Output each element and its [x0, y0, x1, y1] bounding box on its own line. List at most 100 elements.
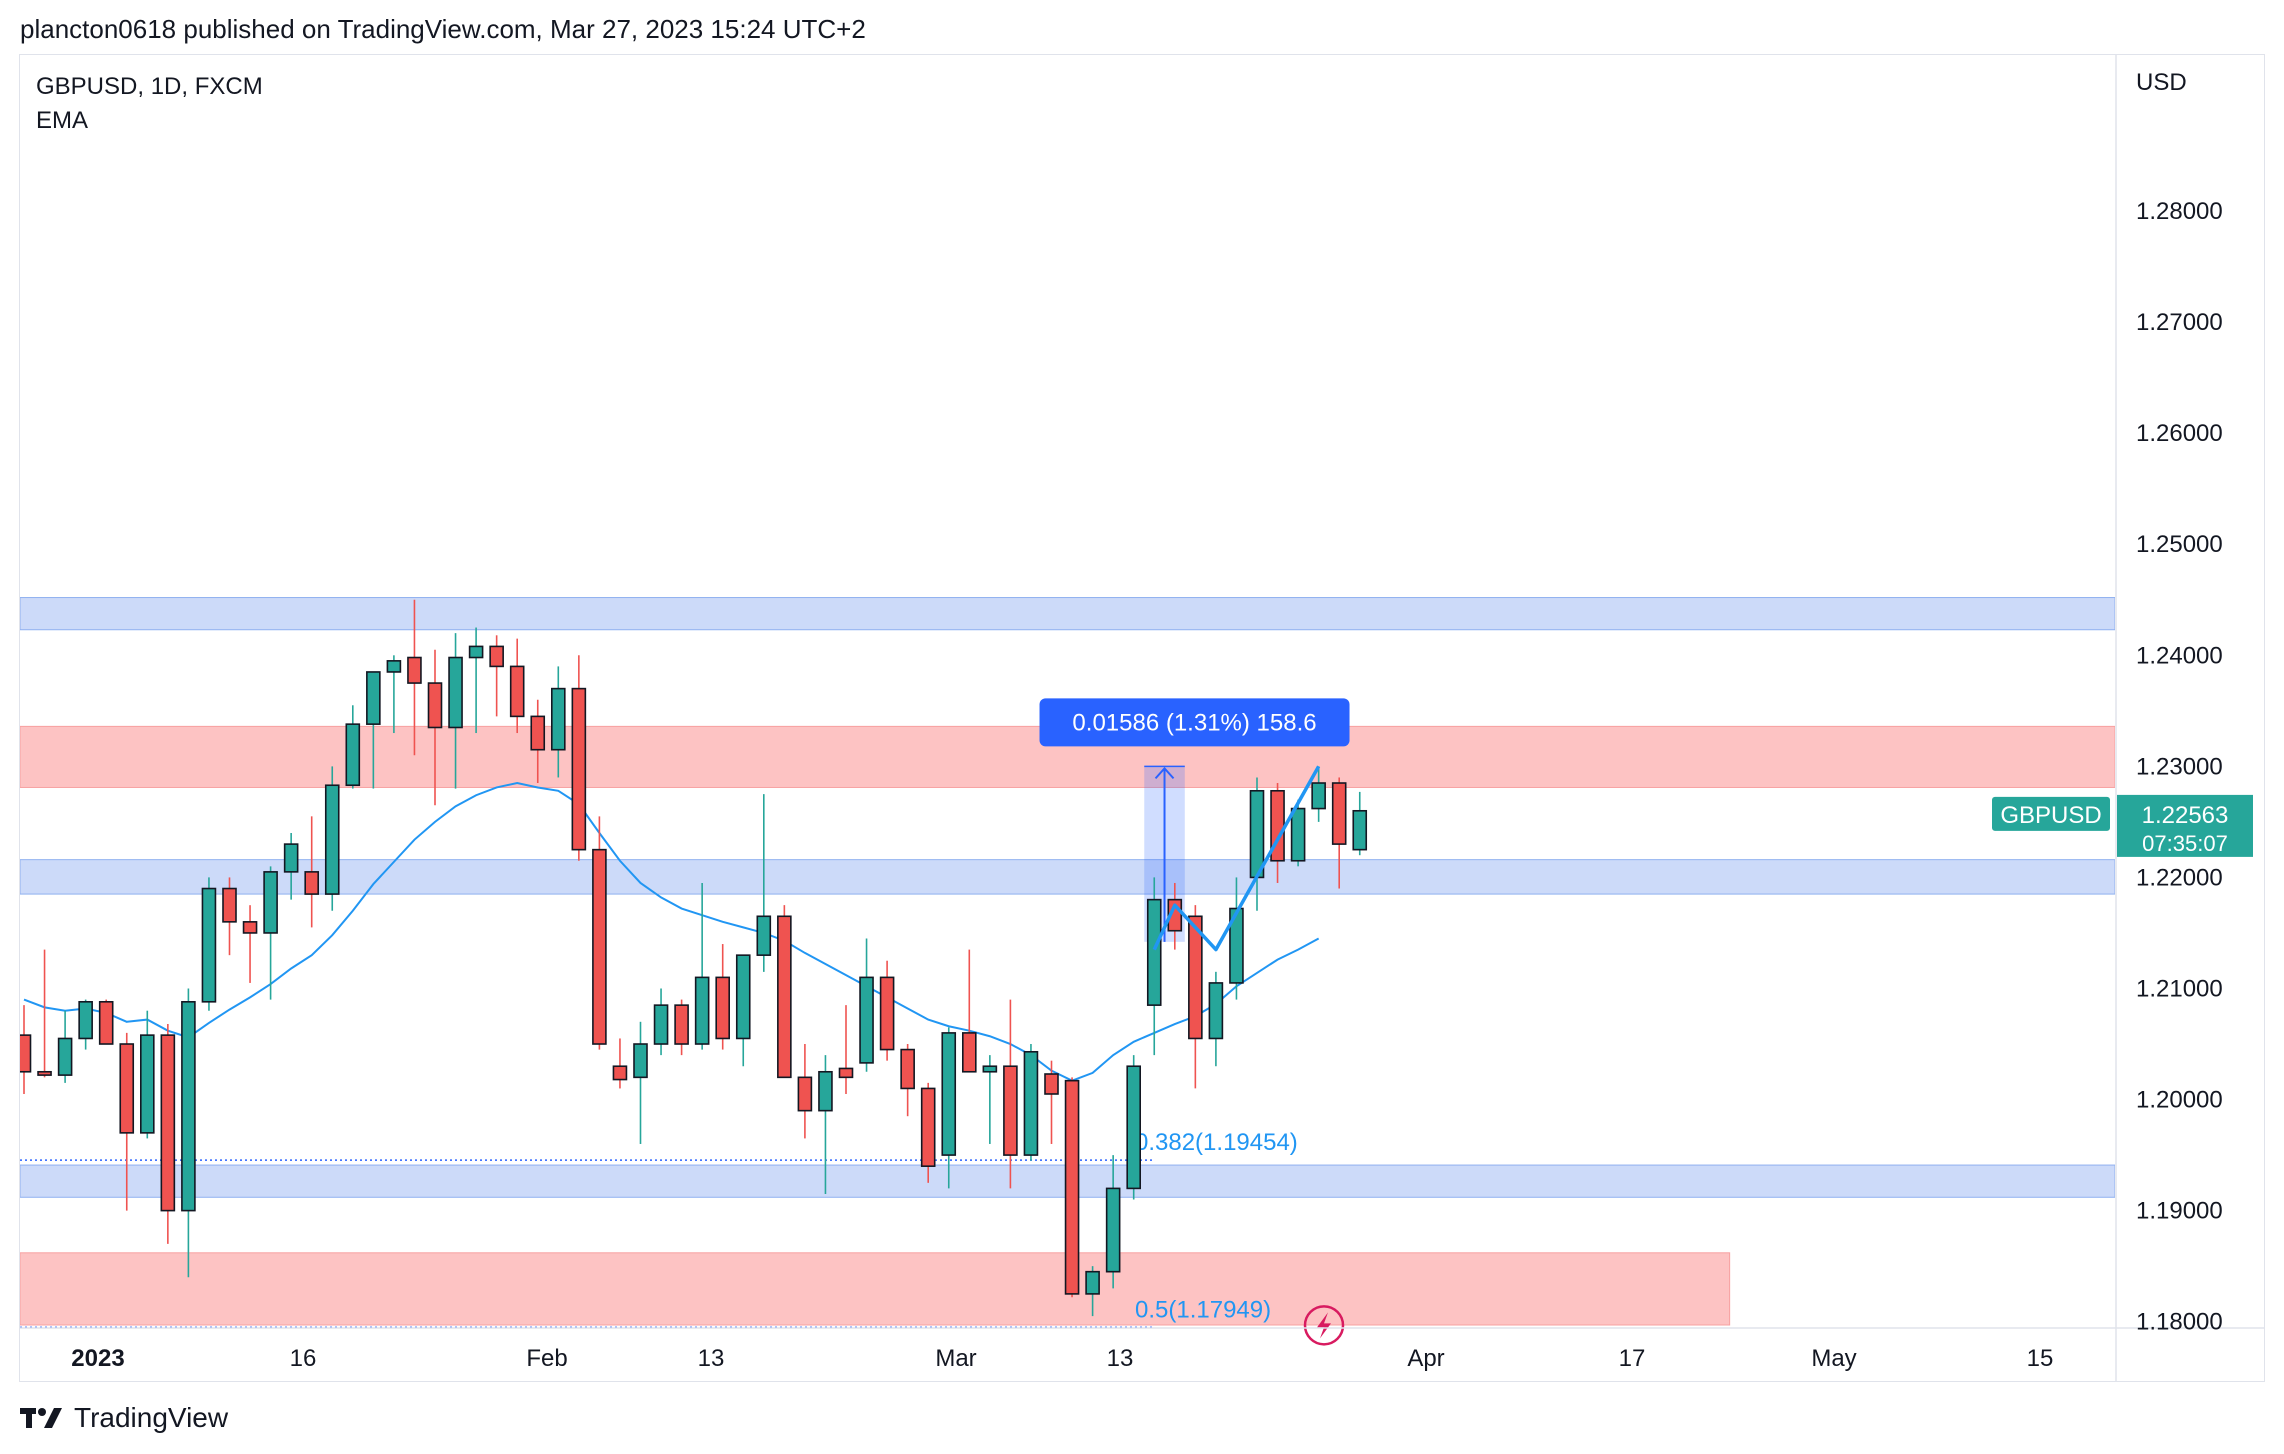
- last-price-box[interactable]: [2117, 794, 2253, 857]
- candle-2023-01-26[interactable]: [407, 599, 422, 756]
- candle-2023-02-17[interactable]: [735, 954, 751, 1067]
- price-tick-label: 1.25000: [2136, 531, 2223, 558]
- resistance-zone-4[interactable]: [20, 1252, 1731, 1326]
- candle-2023-03-14[interactable]: [1085, 1266, 1100, 1317]
- candle-2023-01-18[interactable]: [283, 832, 299, 900]
- candle-2023-02-02[interactable]: [509, 638, 525, 734]
- price-tick-label: 1.20000: [2136, 1087, 2223, 1114]
- fib-level-label-1: 0.5(1.17949): [1135, 1296, 1271, 1323]
- price-tick-label: 1.26000: [2136, 420, 2223, 447]
- candle-2023-01-09[interactable]: [140, 1010, 155, 1139]
- measure-arrow-head: [1154, 766, 1175, 780]
- candle-2023-01-12[interactable]: [201, 877, 217, 1011]
- candle-2023-02-03[interactable]: [530, 699, 546, 784]
- pattern-drawing[interactable]: [1152, 765, 1321, 952]
- plot-area: 0.382(1.19454) 0.5(1.17949): [18, 597, 2115, 1328]
- chart-frame: [19, 54, 2265, 1382]
- tradingview-brand: TradingView: [74, 1402, 229, 1433]
- candle-2023-02-27[interactable]: [859, 938, 874, 1072]
- candle-2023-03-22[interactable]: [1208, 971, 1224, 1067]
- candle-2023-02-24[interactable]: [838, 1005, 854, 1094]
- candle-2023-01-02[interactable]: [37, 949, 52, 1078]
- fib-level-label-0: 0.382(1.19454): [1135, 1129, 1298, 1156]
- chart-legend: GBPUSD, 1D, FXCM EMA: [36, 70, 263, 138]
- candle-2023-03-01[interactable]: [900, 1044, 915, 1117]
- candle-2023-01-05[interactable]: [98, 999, 114, 1045]
- candle-2023-02-16[interactable]: [715, 944, 731, 1050]
- candle-2023-02-28[interactable]: [879, 960, 895, 1061]
- candle-2023-02-15[interactable]: [694, 882, 710, 1050]
- candle-2023-01-11[interactable]: [181, 988, 196, 1278]
- candle-2023-02-22[interactable]: [797, 1044, 813, 1139]
- candle-2023-01-06[interactable]: [119, 1032, 135, 1211]
- tradingview-logo[interactable]: TradingView: [20, 1402, 228, 1434]
- candle-2023-03-30[interactable]: [1331, 777, 1347, 889]
- candle-2023-01-16[interactable]: [242, 905, 258, 983]
- candle-2023-01-31[interactable]: [468, 627, 484, 734]
- candle-2023-03-07[interactable]: [982, 1055, 998, 1144]
- candle-2023-03-06[interactable]: [961, 949, 977, 1073]
- candle-2023-03-23[interactable]: [1229, 877, 1244, 1000]
- candle-2023-02-20[interactable]: [756, 794, 772, 972]
- time-tick-label: Apr: [1407, 1345, 1444, 1372]
- candle-2023-01-04[interactable]: [78, 999, 93, 1050]
- ema-legend[interactable]: EMA: [36, 107, 89, 134]
- candle-2023-03-09[interactable]: [1023, 1044, 1039, 1161]
- candle-2023-03-13[interactable]: [1064, 1077, 1080, 1298]
- candle-2022-12-30[interactable]: [18, 1005, 32, 1094]
- candle-2023-03-16[interactable]: [1126, 1055, 1141, 1200]
- candle-2023-02-01[interactable]: [489, 635, 504, 717]
- candle-2023-03-02[interactable]: [920, 1082, 936, 1183]
- candle-2023-01-10[interactable]: [160, 1024, 176, 1244]
- candle-2023-01-25[interactable]: [386, 655, 402, 734]
- time-tick-label: 2023: [71, 1345, 124, 1372]
- candle-2023-03-03[interactable]: [941, 1027, 957, 1189]
- candle-2023-03-24[interactable]: [1249, 777, 1265, 911]
- candle-2023-02-14[interactable]: [674, 999, 689, 1056]
- candle-2023-01-13[interactable]: [222, 877, 237, 956]
- symbol-price-tag-label: GBPUSD: [2000, 802, 2101, 829]
- candle-2023-03-21[interactable]: [1188, 905, 1203, 1089]
- candle-2023-01-20[interactable]: [324, 766, 340, 911]
- time-tick-label: 13: [698, 1345, 725, 1372]
- published-caption: plancton0618 published on TradingView.co…: [20, 14, 866, 44]
- time-tick-label: Mar: [935, 1345, 976, 1372]
- candle-2023-02-06[interactable]: [550, 666, 566, 778]
- candle-2023-02-13[interactable]: [653, 988, 669, 1056]
- candle-2023-02-23[interactable]: [818, 1055, 833, 1194]
- last-price-value: 1.22563: [2142, 802, 2229, 829]
- price-tick-label: 1.27000: [2136, 309, 2223, 336]
- candle-2023-03-10[interactable]: [1044, 1060, 1059, 1144]
- candle-2023-01-03[interactable]: [57, 1010, 73, 1083]
- time-tick-label: Feb: [526, 1345, 567, 1372]
- lightning-icon[interactable]: [1303, 1305, 1345, 1346]
- candle-2023-03-28[interactable]: [1290, 799, 1306, 867]
- candle-2023-01-24[interactable]: [366, 671, 381, 789]
- symbol-legend[interactable]: GBPUSD, 1D, FXCM: [36, 73, 263, 100]
- candle-2023-01-19[interactable]: [304, 816, 320, 928]
- time-tick-label: 17: [1619, 1345, 1646, 1372]
- candle-2023-02-07[interactable]: [571, 655, 587, 861]
- price-tick-label: 1.28000: [2136, 198, 2223, 225]
- candle-2023-03-17[interactable]: [1146, 877, 1162, 1056]
- candle-2023-02-09[interactable]: [612, 1038, 628, 1089]
- candle-2023-02-10[interactable]: [633, 1021, 648, 1144]
- time-tick-label: 13: [1107, 1345, 1134, 1372]
- candle-2023-03-15[interactable]: [1105, 1155, 1121, 1289]
- symbol-price-tag[interactable]: [1992, 796, 2110, 831]
- price-axis-currency[interactable]: USD: [2136, 69, 2187, 96]
- ema-line[interactable]: [23, 781, 1320, 1082]
- price-tick-label: 1.21000: [2136, 975, 2223, 1002]
- price-tick-label: 1.18000: [2136, 1309, 2223, 1336]
- candle-2023-01-27[interactable]: [427, 649, 443, 806]
- candle-2023-03-29[interactable]: [1311, 766, 1326, 822]
- support-zone-0[interactable]: [20, 597, 2115, 631]
- candle-2023-01-30[interactable]: [448, 633, 463, 789]
- candle-2023-01-23[interactable]: [345, 705, 361, 789]
- candle-2023-02-21[interactable]: [777, 905, 792, 1079]
- candle-2023-02-08[interactable]: [592, 816, 607, 1050]
- candle-2023-01-17[interactable]: [263, 866, 278, 1000]
- candle-2023-03-08[interactable]: [1003, 999, 1018, 1189]
- candle-2023-03-31[interactable]: [1352, 791, 1368, 856]
